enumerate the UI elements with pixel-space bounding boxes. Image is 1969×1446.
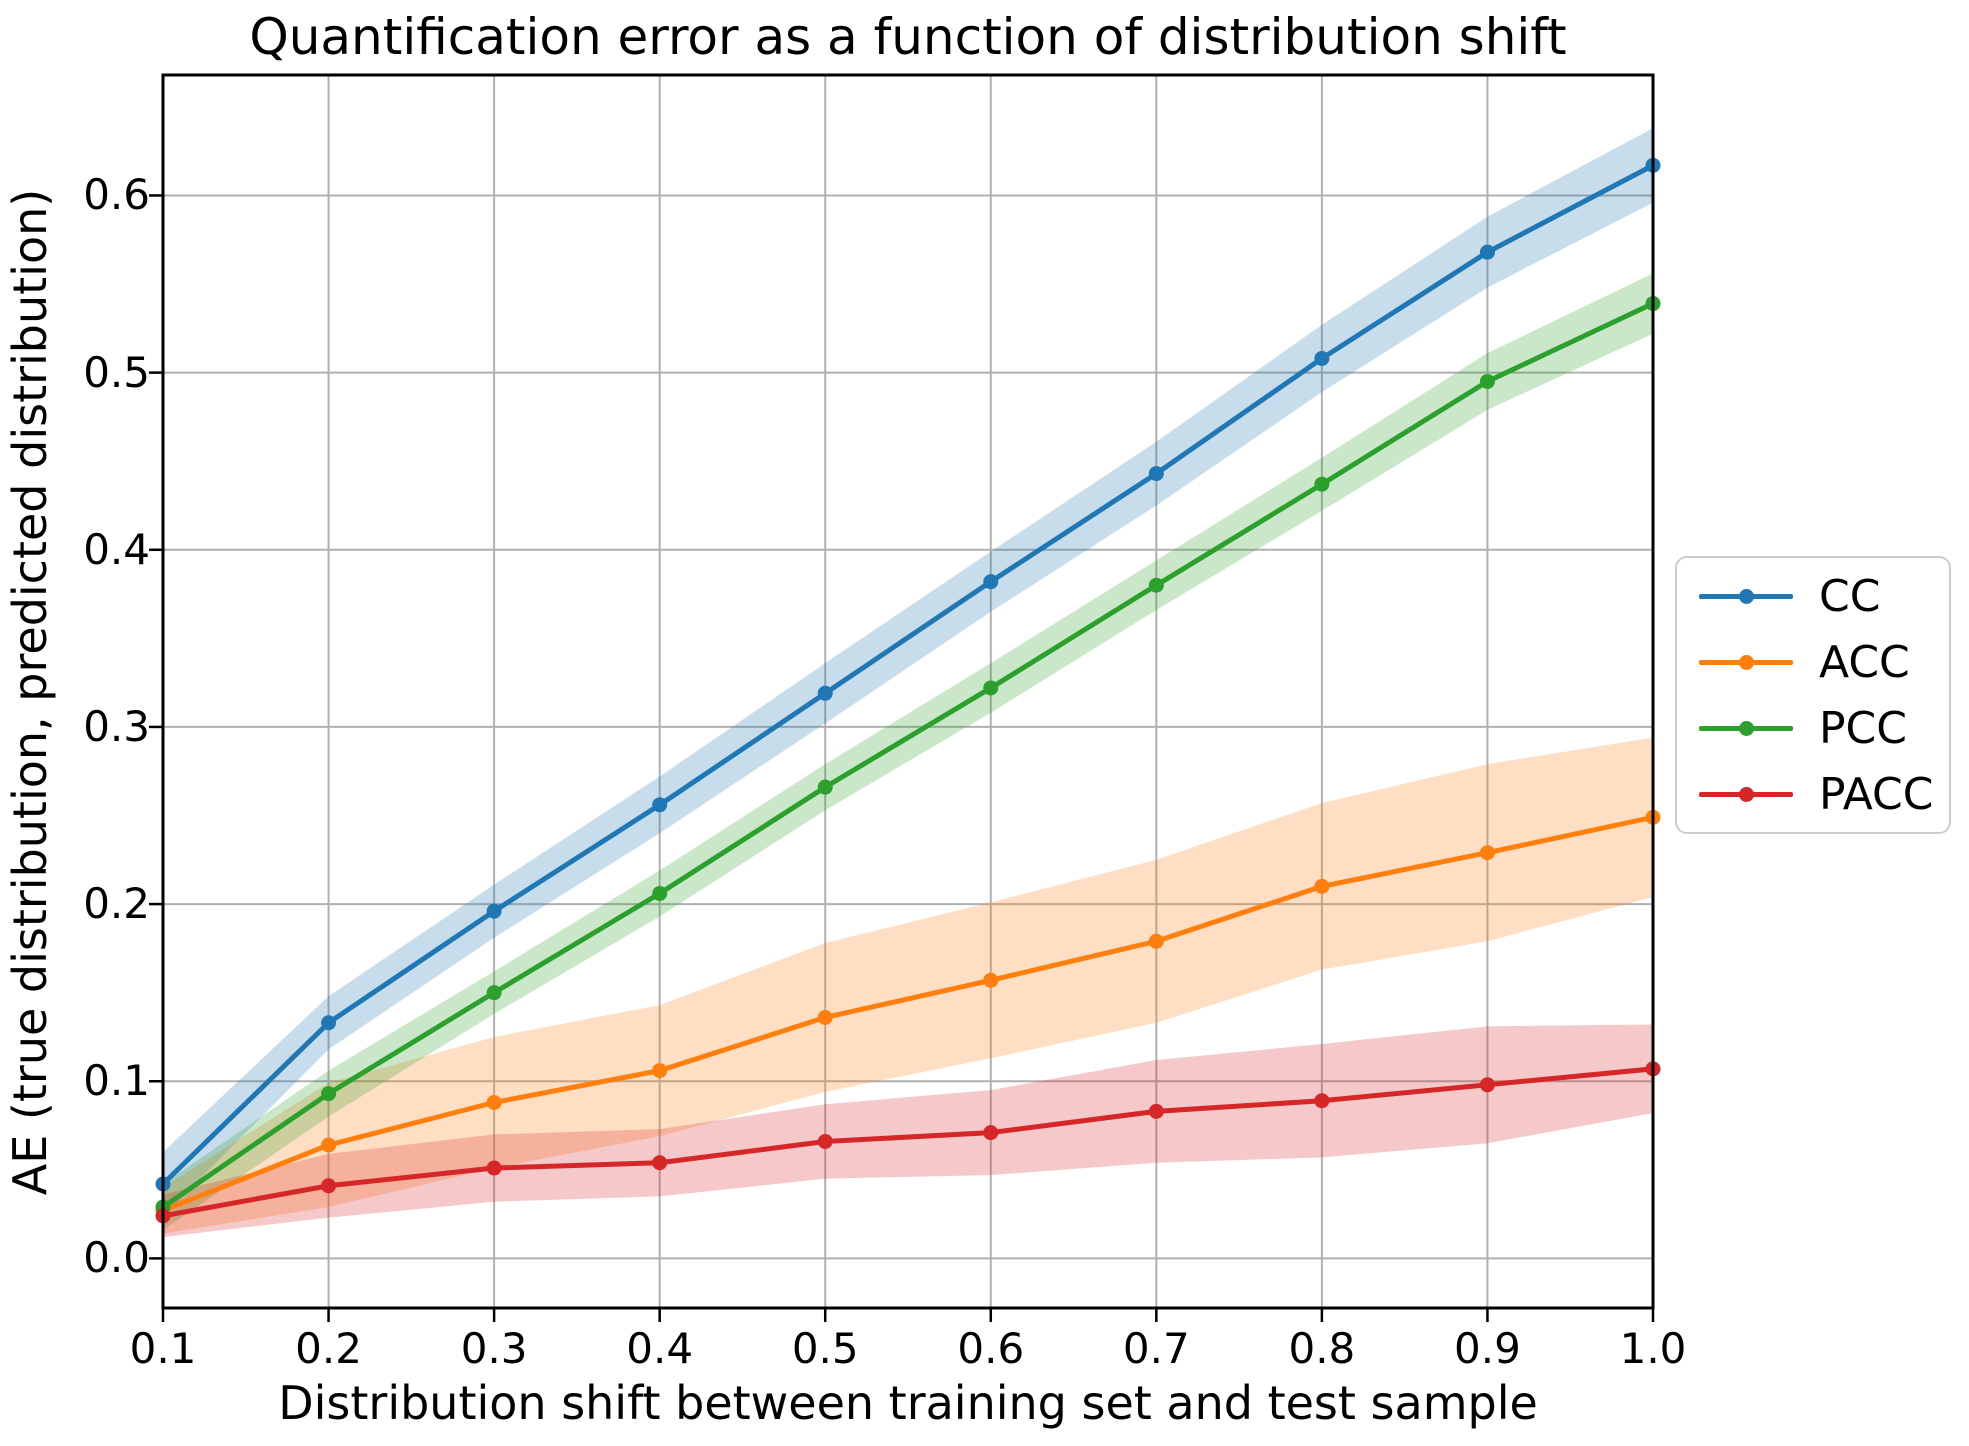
- marker-acc: [321, 1137, 337, 1153]
- marker-acc: [1148, 933, 1164, 949]
- band-pcc: [163, 273, 1653, 1231]
- legend-line-icon: [1699, 654, 1793, 670]
- band-acc: [163, 737, 1653, 1234]
- legend-label: CC: [1819, 570, 1881, 622]
- marker-acc: [817, 1009, 833, 1025]
- marker-acc: [983, 972, 999, 988]
- marker-acc: [486, 1095, 502, 1110]
- marker-pacc: [321, 1178, 337, 1194]
- marker-cc: [983, 574, 999, 590]
- legend-label: ACC: [1819, 636, 1910, 688]
- marker-pacc: [1148, 1103, 1164, 1119]
- legend-entry-cc: CC: [1699, 564, 1949, 628]
- x-tick-label: 1.0: [1619, 1324, 1687, 1373]
- y-tick-label: 0.0: [83, 1233, 150, 1283]
- x-tick-label: 0.5: [791, 1324, 859, 1373]
- x-tick-label: 0.2: [295, 1324, 362, 1373]
- marker-pcc: [1479, 373, 1495, 389]
- legend-line-icon: [1699, 588, 1793, 604]
- band-pacc: [163, 1024, 1653, 1238]
- marker-pcc: [1314, 476, 1330, 492]
- y-tick-label: 0.1: [83, 1056, 150, 1106]
- legend-label: PACC: [1819, 768, 1934, 820]
- marker-pacc: [1479, 1077, 1495, 1093]
- marker-pcc: [486, 985, 502, 1001]
- x-tick-label: 0.9: [1454, 1324, 1521, 1373]
- marker-pcc: [321, 1086, 337, 1102]
- marker-pcc: [652, 885, 668, 901]
- x-tick-label: 0.8: [1288, 1324, 1356, 1373]
- legend-entry-pacc: PACC: [1699, 762, 1949, 826]
- line-cc: [160, 162, 1656, 1187]
- tick-marks: [149, 194, 1655, 1322]
- marker-cc: [321, 1015, 337, 1031]
- marker-cc: [1479, 244, 1495, 260]
- x-tick-label: 0.3: [460, 1324, 528, 1373]
- legend-line-icon: [1699, 720, 1793, 736]
- marker-pacc: [652, 1155, 668, 1171]
- x-axis-label: Distribution shift between training set …: [278, 1376, 1538, 1430]
- marker-pcc: [817, 779, 833, 795]
- y-axis-label: AE (true distribution, predicted distrib…: [3, 188, 57, 1196]
- legend-entry-acc: ACC: [1699, 630, 1949, 694]
- x-tick-label: 0.1: [129, 1324, 197, 1373]
- legend-label: PCC: [1819, 702, 1907, 754]
- x-tick-label: 0.6: [957, 1324, 1025, 1373]
- legend: CC ACC PCC PACC: [1675, 556, 1951, 834]
- chart-title: Quantification error as a function of di…: [249, 8, 1567, 66]
- x-tick-label: 0.7: [1122, 1324, 1190, 1373]
- y-tick-label: 0.4: [83, 524, 150, 574]
- legend-entry-pcc: PCC: [1699, 696, 1949, 760]
- y-tick-label: 0.3: [83, 701, 150, 751]
- legend-marker-dot: [1739, 721, 1754, 736]
- y-tick-label: 0.2: [83, 879, 150, 929]
- marker-pacc: [983, 1125, 999, 1141]
- y-tick-label: 0.5: [83, 347, 150, 397]
- x-tick-label: 0.4: [626, 1324, 694, 1373]
- marker-acc: [1314, 878, 1330, 894]
- marker-pacc: [1314, 1093, 1330, 1109]
- marker-acc: [652, 1063, 668, 1079]
- marker-acc: [1479, 845, 1495, 861]
- line-acc: [160, 814, 1656, 1214]
- marker-cc: [652, 797, 668, 813]
- line-pcc: [160, 301, 1656, 1210]
- marker-pacc: [817, 1133, 833, 1149]
- marker-cc: [1148, 466, 1164, 482]
- marker-pacc: [486, 1160, 502, 1176]
- marker-cc: [1314, 350, 1330, 366]
- legend-marker-dot: [1739, 655, 1754, 670]
- band-cc: [163, 128, 1653, 1216]
- marker-cc: [817, 685, 833, 701]
- legend-marker-dot: [1739, 787, 1754, 802]
- legend-marker-dot: [1739, 589, 1754, 604]
- marker-pcc: [1148, 577, 1164, 593]
- y-tick-label: 0.6: [83, 170, 150, 220]
- axes-spines: [161, 73, 1655, 1310]
- marker-cc: [486, 903, 502, 919]
- marker-pcc: [983, 680, 999, 696]
- line-pacc: [160, 1066, 1656, 1219]
- legend-line-icon: [1699, 786, 1793, 802]
